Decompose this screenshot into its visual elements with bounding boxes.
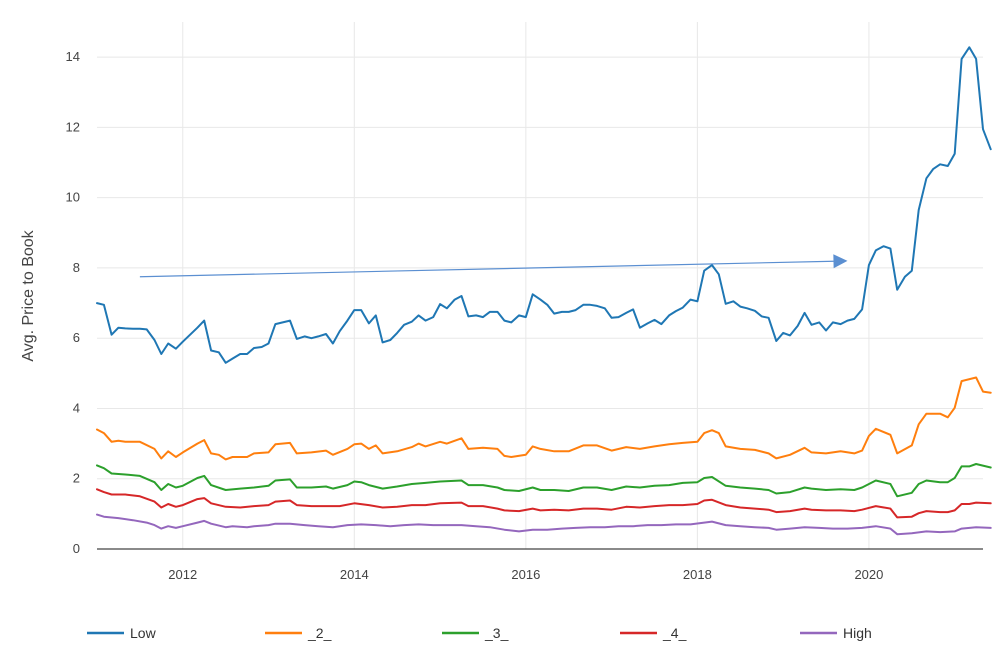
legend-item-2[interactable]: _2_ [265,625,332,641]
y-tick-label-14: 14 [66,49,80,64]
legend-item-low[interactable]: Low [87,625,157,641]
legend-label-high: High [843,625,872,641]
legend: Low _2_ _3_ _4_ High [87,625,872,641]
annotation-arrow-head [833,254,848,269]
x-tick-label-2012: 2012 [168,567,197,582]
y-tick-label-2: 2 [73,471,80,486]
legend-label-4: _4_ [662,625,687,641]
y-axis-title: Avg. Price to Book [20,229,37,361]
y-tick-label-6: 6 [73,330,80,345]
series-line-low [96,46,992,364]
x-tick-label-2014: 2014 [340,567,369,582]
annotation-arrow-shaft [139,260,834,278]
grid [97,22,983,550]
legend-item-high[interactable]: High [800,625,872,641]
y-axis-ticks: 0 2 4 6 8 10 12 14 [66,49,80,556]
y-tick-label-12: 12 [66,119,80,134]
series-line-high [96,513,992,536]
series-line-3 [96,463,992,498]
y-tick-label-0: 0 [73,541,80,556]
legend-label-low: Low [130,625,157,641]
legend-label-3: _3_ [484,625,509,641]
legend-label-2: _2_ [307,625,332,641]
y-tick-label-8: 8 [73,260,80,275]
annotations [139,254,848,278]
series-line-4 [96,488,992,519]
y-tick-label-4: 4 [73,400,80,415]
x-tick-label-2018: 2018 [683,567,712,582]
series-line-2 [96,376,992,461]
x-tick-label-2016: 2016 [511,567,540,582]
legend-item-3[interactable]: _3_ [442,625,509,641]
y-tick-label-10: 10 [66,190,80,205]
x-axis-ticks: 2012 2014 2016 2018 2020 [168,567,883,582]
series-lines [96,46,992,536]
x-tick-label-2020: 2020 [854,567,883,582]
legend-item-4[interactable]: _4_ [620,625,687,641]
